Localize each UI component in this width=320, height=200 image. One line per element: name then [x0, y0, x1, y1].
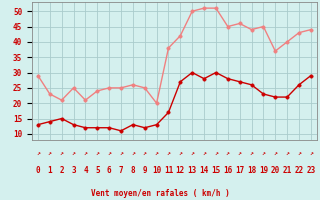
Text: ↗: ↗ — [95, 151, 99, 156]
Text: ↗: ↗ — [226, 151, 230, 156]
Text: ↗: ↗ — [143, 151, 147, 156]
Text: 16: 16 — [223, 166, 232, 175]
Text: ↗: ↗ — [190, 151, 194, 156]
Text: 20: 20 — [271, 166, 280, 175]
Text: ↗: ↗ — [155, 151, 158, 156]
Text: 4: 4 — [83, 166, 88, 175]
Text: 18: 18 — [247, 166, 256, 175]
Text: ↗: ↗ — [131, 151, 135, 156]
Text: 13: 13 — [188, 166, 197, 175]
Text: 3: 3 — [71, 166, 76, 175]
Text: ↗: ↗ — [261, 151, 265, 156]
Text: ↗: ↗ — [72, 151, 76, 156]
Text: ↗: ↗ — [119, 151, 123, 156]
Text: ↗: ↗ — [285, 151, 289, 156]
Text: 2: 2 — [59, 166, 64, 175]
Text: ↗: ↗ — [309, 151, 313, 156]
Text: ↗: ↗ — [36, 151, 40, 156]
Text: 1: 1 — [47, 166, 52, 175]
Text: 12: 12 — [176, 166, 185, 175]
Text: 10: 10 — [152, 166, 161, 175]
Text: 19: 19 — [259, 166, 268, 175]
Text: ↗: ↗ — [202, 151, 206, 156]
Text: 5: 5 — [95, 166, 100, 175]
Text: 17: 17 — [235, 166, 244, 175]
Text: ↗: ↗ — [214, 151, 218, 156]
Text: ↗: ↗ — [167, 151, 170, 156]
Text: Vent moyen/en rafales ( km/h ): Vent moyen/en rafales ( km/h ) — [91, 189, 229, 198]
Text: ↗: ↗ — [107, 151, 111, 156]
Text: 21: 21 — [283, 166, 292, 175]
Text: 9: 9 — [142, 166, 147, 175]
Text: ↗: ↗ — [60, 151, 64, 156]
Text: 15: 15 — [211, 166, 220, 175]
Text: 7: 7 — [119, 166, 123, 175]
Text: ↗: ↗ — [297, 151, 301, 156]
Text: ↗: ↗ — [273, 151, 277, 156]
Text: ↗: ↗ — [238, 151, 242, 156]
Text: 14: 14 — [199, 166, 209, 175]
Text: 22: 22 — [294, 166, 304, 175]
Text: ↗: ↗ — [48, 151, 52, 156]
Text: 23: 23 — [306, 166, 316, 175]
Text: ↗: ↗ — [84, 151, 87, 156]
Text: ↗: ↗ — [250, 151, 253, 156]
Text: 0: 0 — [36, 166, 40, 175]
Text: 8: 8 — [131, 166, 135, 175]
Text: 6: 6 — [107, 166, 111, 175]
Text: ↗: ↗ — [179, 151, 182, 156]
Text: 11: 11 — [164, 166, 173, 175]
